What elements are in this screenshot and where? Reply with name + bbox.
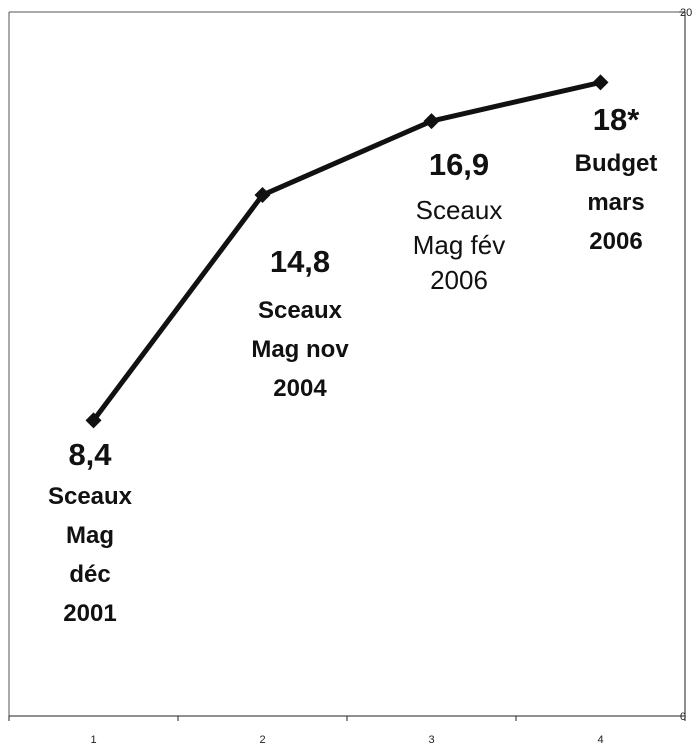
data-point-marker (85, 412, 102, 429)
data-caption-label: Mag nov (251, 336, 349, 363)
data-point-marker (592, 74, 609, 91)
data-point-marker (254, 187, 271, 204)
data-caption-label: 2001 (63, 600, 116, 627)
chart-data-labels: 8,4 Sceaux Mag déc 2001 14,8 Sceaux Mag nov 2004… (48, 102, 657, 627)
chart-series (85, 74, 609, 429)
data-value-label: 16,9 (429, 147, 489, 182)
x-tick-label: 3 (428, 734, 434, 745)
series-line (91, 79, 602, 422)
data-value-label: 8,4 (68, 437, 112, 472)
chart-axes: 0 20 1 2 3 4 (8, 7, 692, 745)
data-caption-label: déc (69, 561, 110, 588)
data-value-label: 14,8 (270, 244, 330, 279)
data-caption-label: Sceaux (258, 297, 343, 324)
data-caption-label: Sceaux (48, 483, 133, 510)
data-caption-label: Mag (66, 522, 114, 549)
data-caption-label: Mag fév (413, 230, 506, 260)
data-caption-label: 2006 (430, 265, 488, 295)
x-tick-label: 4 (597, 734, 603, 745)
data-value-label: 18* (593, 102, 640, 137)
data-caption-label: Budget (575, 150, 658, 177)
data-point-marker (423, 113, 440, 130)
x-tick-label: 1 (90, 734, 96, 745)
y-tick-label: 0 (680, 711, 686, 723)
data-caption-label: 2004 (273, 375, 327, 402)
data-caption-label: Sceaux (416, 195, 503, 225)
x-tick-label: 2 (259, 734, 265, 745)
data-caption-label: 2006 (589, 228, 642, 255)
y-tick-label: 20 (680, 7, 692, 19)
data-caption-label: mars (587, 189, 644, 216)
